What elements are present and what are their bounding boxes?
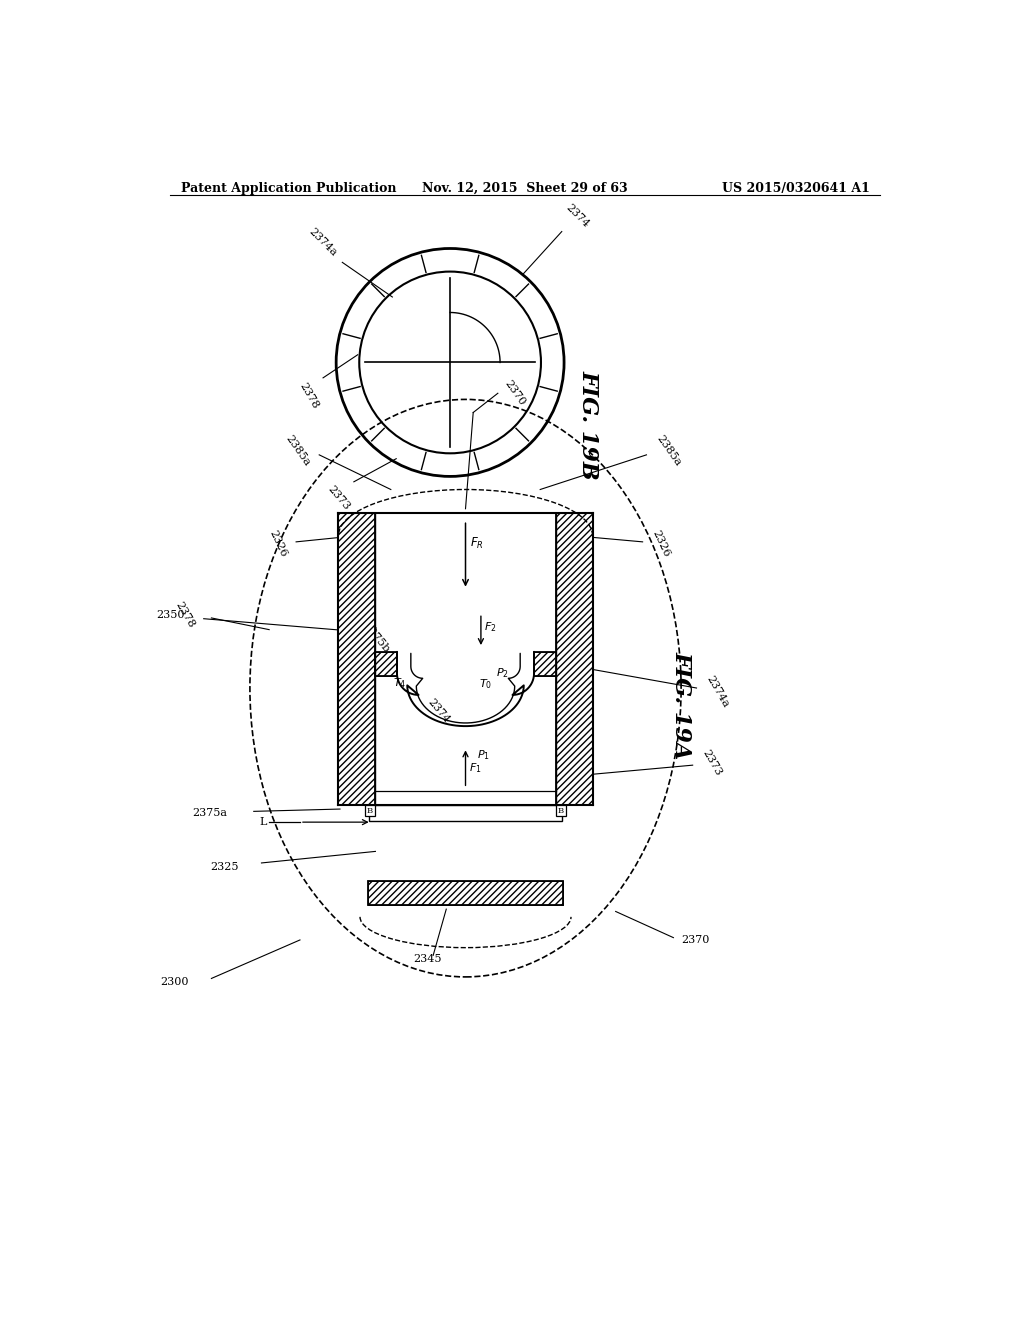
Text: L: L — [259, 817, 267, 828]
Text: 2373: 2373 — [326, 484, 351, 512]
Text: Nov. 12, 2015  Sheet 29 of 63: Nov. 12, 2015 Sheet 29 of 63 — [422, 182, 628, 194]
Text: B: B — [367, 807, 373, 814]
Text: $P_2$: $P_2$ — [497, 665, 509, 680]
Bar — [370, 805, 562, 821]
Text: $F_1$: $F_1$ — [469, 760, 481, 775]
Text: 2374a: 2374a — [306, 227, 339, 259]
Bar — [556, 512, 593, 805]
Text: 2374a: 2374a — [351, 601, 379, 635]
Bar — [365, 805, 376, 816]
Text: 2326: 2326 — [267, 528, 289, 558]
Bar — [339, 512, 376, 805]
Text: 2385a: 2385a — [654, 434, 683, 469]
Text: $T_4$: $T_4$ — [393, 676, 407, 689]
Text: $F_R$: $F_R$ — [470, 536, 484, 550]
Text: 2326: 2326 — [650, 528, 672, 558]
Text: 2350: 2350 — [156, 610, 184, 620]
Text: 2370: 2370 — [503, 379, 527, 408]
Text: 2375a: 2375a — [191, 808, 226, 818]
Bar — [368, 880, 563, 906]
Text: 2345: 2345 — [413, 954, 441, 964]
Text: 2385a: 2385a — [284, 434, 311, 469]
Text: 2373: 2373 — [700, 748, 723, 777]
Text: 2378: 2378 — [173, 601, 196, 630]
Text: 2374a: 2374a — [705, 675, 730, 710]
Bar — [368, 880, 563, 906]
Bar — [376, 652, 397, 676]
Bar — [535, 652, 556, 676]
Bar — [556, 805, 566, 816]
Text: $F_2$: $F_2$ — [484, 620, 497, 634]
Text: 2374: 2374 — [426, 697, 452, 725]
Text: FIG. 19A: FIG. 19A — [670, 651, 692, 759]
Text: 2325: 2325 — [210, 862, 239, 871]
Bar — [556, 512, 593, 805]
Text: 2378: 2378 — [298, 381, 321, 411]
Text: Patent Application Publication: Patent Application Publication — [180, 182, 396, 194]
Text: FIG. 19B: FIG. 19B — [578, 370, 600, 479]
Text: 2370: 2370 — [681, 935, 710, 945]
Text: B: B — [558, 807, 564, 814]
Text: 2374: 2374 — [564, 202, 591, 230]
Bar — [535, 652, 556, 676]
Bar — [339, 512, 376, 805]
Bar — [376, 652, 397, 676]
Text: 2375b: 2375b — [360, 622, 391, 655]
Text: 2300: 2300 — [160, 977, 188, 987]
Text: US 2015/0320641 A1: US 2015/0320641 A1 — [722, 182, 869, 194]
Text: $T_0$: $T_0$ — [479, 677, 493, 692]
Text: $P_1$: $P_1$ — [477, 748, 490, 762]
